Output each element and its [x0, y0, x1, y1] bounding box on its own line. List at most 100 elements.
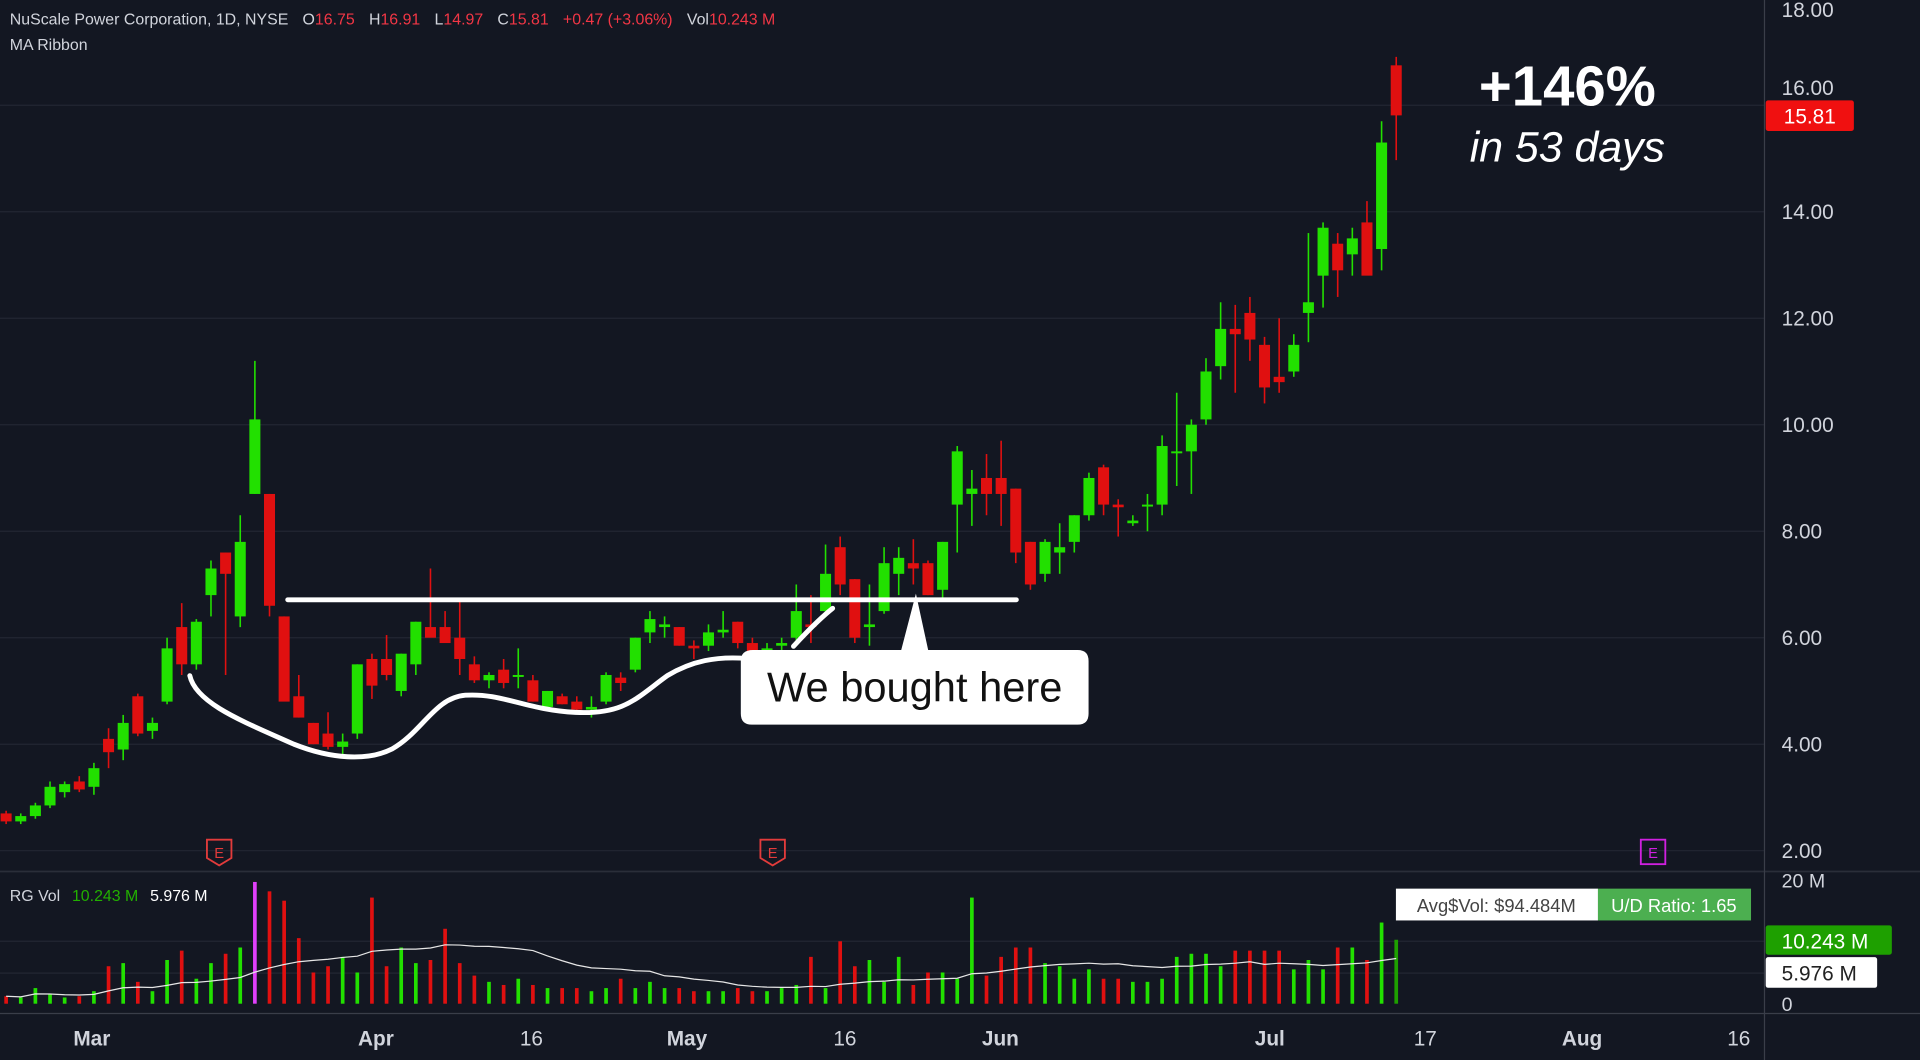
candle-down[interactable]	[293, 674, 305, 718]
candle-down[interactable]	[1332, 233, 1344, 297]
candle-down[interactable]	[571, 696, 583, 713]
candle-down[interactable]	[278, 616, 290, 702]
candle-down[interactable]	[673, 627, 685, 646]
candle-up[interactable]	[483, 672, 495, 689]
earnings-marker-upcoming[interactable]: E	[1639, 838, 1667, 866]
candle-up[interactable]	[863, 584, 875, 646]
candle-down[interactable]	[307, 722, 319, 745]
candle-down[interactable]	[366, 653, 378, 699]
candle-up[interactable]	[542, 690, 554, 710]
candle-down[interactable]	[849, 579, 861, 644]
candle-up[interactable]	[1171, 392, 1183, 486]
candle-down[interactable]	[1361, 201, 1373, 276]
candle-down[interactable]	[922, 560, 934, 596]
candle-up[interactable]	[249, 360, 261, 494]
svg-text:E: E	[768, 846, 778, 862]
candle-up[interactable]	[966, 469, 978, 526]
candle-up[interactable]	[15, 813, 27, 825]
candle-down[interactable]	[732, 621, 744, 649]
candle-up[interactable]	[702, 624, 714, 652]
candle-down[interactable]	[1244, 296, 1256, 361]
candle-down[interactable]	[995, 440, 1007, 526]
candle-down[interactable]	[556, 693, 568, 705]
candle-down[interactable]	[1098, 464, 1110, 516]
candle-down[interactable]	[527, 674, 539, 702]
candle-up[interactable]	[88, 762, 100, 795]
candle-down[interactable]	[1259, 336, 1271, 404]
candle-down[interactable]	[381, 635, 393, 681]
candle-up[interactable]	[234, 515, 246, 628]
candle-down[interactable]	[322, 712, 334, 750]
candle-up[interactable]	[117, 714, 129, 761]
candle-down[interactable]	[220, 552, 232, 675]
candle-up[interactable]	[1054, 523, 1066, 574]
candle-up[interactable]	[644, 611, 656, 644]
candle-up[interactable]	[659, 616, 671, 638]
candle-up[interactable]	[790, 584, 802, 641]
candle-up[interactable]	[717, 611, 729, 638]
candle-up[interactable]	[1185, 419, 1197, 494]
candle-up[interactable]	[893, 547, 905, 596]
price-axis[interactable]: 18.00 16.00 14.00 12.00 10.00 8.00 6.00 4.00 2.0…	[1782, 0, 1834, 863]
candle-up[interactable]	[629, 637, 641, 673]
candle-up[interactable]	[44, 781, 56, 809]
candle-down[interactable]	[103, 728, 115, 769]
candle-up[interactable]	[1068, 515, 1080, 553]
candle-up[interactable]	[1302, 233, 1314, 343]
candle-up[interactable]	[1215, 302, 1227, 380]
candle-down[interactable]	[73, 776, 85, 793]
candle-down[interactable]	[1273, 318, 1285, 393]
candle-up[interactable]	[337, 733, 349, 755]
candle-down[interactable]	[1112, 499, 1124, 537]
candle-up[interactable]	[878, 547, 890, 614]
candle-up[interactable]	[951, 446, 963, 553]
earnings-marker[interactable]: E	[206, 838, 233, 867]
candle-up[interactable]	[1317, 222, 1329, 308]
candle-up[interactable]	[1127, 515, 1139, 526]
candle-up[interactable]	[29, 802, 41, 819]
candle-body	[454, 637, 466, 660]
candle-down[interactable]	[688, 640, 700, 660]
volume-legend[interactable]: RG Vol 10.243 M 5.976 M	[10, 888, 208, 905]
candle-down[interactable]	[1229, 304, 1241, 393]
candle-up[interactable]	[146, 717, 158, 739]
candle-up[interactable]	[1200, 358, 1212, 425]
candle-down[interactable]	[439, 611, 451, 644]
candle-down[interactable]	[498, 659, 510, 689]
candle-up[interactable]	[1156, 435, 1168, 516]
candle-down[interactable]	[1024, 541, 1036, 590]
candle-down[interactable]	[454, 600, 466, 675]
candle-up[interactable]	[1039, 539, 1051, 582]
candle-up[interactable]	[395, 653, 407, 697]
candle-down[interactable]	[834, 536, 846, 596]
candle-up[interactable]	[1141, 493, 1153, 532]
candle-down[interactable]	[1010, 488, 1022, 564]
candle-down[interactable]	[0, 810, 12, 825]
candle-down[interactable]	[264, 493, 276, 617]
candle-up[interactable]	[600, 672, 612, 705]
candle-down[interactable]	[981, 454, 993, 516]
candle-up[interactable]	[937, 541, 949, 598]
time-axis[interactable]: Mar Apr 16 May 16 Jun Jul 17 Aug 16	[73, 1027, 1750, 1050]
earnings-marker[interactable]: E	[759, 838, 786, 867]
candle-up[interactable]	[1376, 121, 1388, 271]
candle-up[interactable]	[1083, 472, 1095, 521]
candle-down[interactable]	[132, 693, 144, 737]
candle-up[interactable]	[1288, 334, 1300, 377]
candle-up[interactable]	[59, 781, 71, 798]
candle-up[interactable]	[512, 648, 524, 689]
candle-up[interactable]	[205, 560, 217, 617]
candle-down[interactable]	[176, 603, 188, 675]
candle-up[interactable]	[161, 637, 173, 705]
candle-down[interactable]	[468, 656, 480, 683]
candle-up[interactable]	[1346, 227, 1358, 276]
candle-up[interactable]	[410, 621, 422, 675]
indicator-legend-ma-ribbon[interactable]: MA Ribbon	[10, 37, 88, 54]
candle-down[interactable]	[1390, 56, 1402, 161]
candle-up[interactable]	[351, 664, 363, 739]
candle-down[interactable]	[907, 539, 919, 585]
candle-down[interactable]	[615, 672, 627, 691]
candle-up[interactable]	[190, 619, 202, 670]
symbol-title[interactable]: NuScale Power Corporation, 1D, NYSE	[10, 11, 289, 28]
